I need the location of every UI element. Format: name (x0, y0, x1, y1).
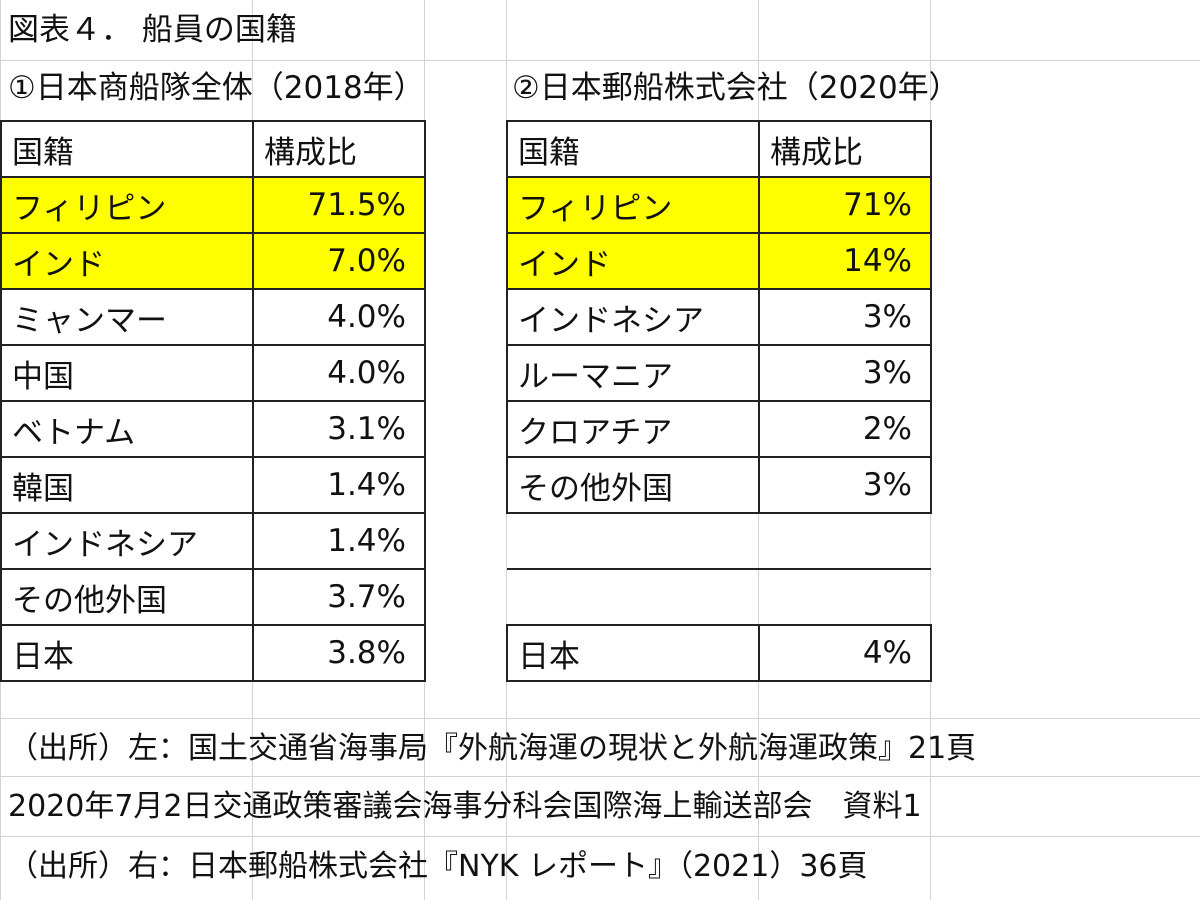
country-cell: インドネシア (0, 512, 254, 570)
table-header-row: 国籍 構成比 (0, 120, 426, 178)
empty-cell (507, 568, 759, 626)
header-cell-share: 構成比 (252, 120, 426, 178)
share-cell: 71.5% (252, 176, 426, 234)
share-cell: 2% (758, 400, 932, 458)
country-cell: ミャンマー (0, 288, 254, 346)
table-row: ルーマニア 3% (506, 344, 932, 402)
country-cell: フィリピン (506, 176, 760, 234)
header-cell-nationality: 国籍 (0, 120, 254, 178)
left-nationality-table: 国籍 構成比 フィリピン 71.5% インド 7.0% ミャンマー 4.0% 中… (0, 120, 426, 682)
table-header-row: 国籍 構成比 (506, 120, 932, 178)
table-row: インドネシア 1.4% (0, 512, 426, 570)
right-nationality-table: 国籍 構成比 フィリピン 71% インド 14% インドネシア 3% ルーマニア… (506, 120, 932, 682)
country-cell: インドネシア (506, 288, 760, 346)
table-row: 韓国 1.4% (0, 456, 426, 514)
blank-row (507, 512, 931, 570)
share-cell: 3.1% (252, 400, 426, 458)
country-cell: その他外国 (0, 568, 254, 626)
source-note-right: （出所）右：日本郵船株式会社『NYK レポート』（2021）36頁 (8, 849, 868, 884)
table-row: フィリピン 71% (506, 176, 932, 234)
country-cell: インド (506, 232, 760, 290)
table-row: 日本 4% (506, 624, 932, 682)
table-row: インド 7.0% (0, 232, 426, 290)
share-cell: 3% (758, 344, 932, 402)
share-cell: 7.0% (252, 232, 426, 290)
country-cell: 韓国 (0, 456, 254, 514)
table-row: その他外国 3.7% (0, 568, 426, 626)
empty-cell (759, 568, 931, 626)
table-row: インド 14% (506, 232, 932, 290)
gridline (0, 776, 1200, 777)
right-table-caption: ②日本郵船株式会社（2020年） (512, 70, 960, 106)
country-cell: その他外国 (506, 456, 760, 514)
country-cell: クロアチア (506, 400, 760, 458)
source-note-meeting: 2020年7月2日交通政策審議会海事分科会国際海上輸送部会 資料1 (8, 789, 922, 824)
header-cell-share: 構成比 (758, 120, 932, 178)
country-cell: フィリピン (0, 176, 254, 234)
table-row: 日本 3.8% (0, 624, 426, 682)
country-cell: ベトナム (0, 400, 254, 458)
share-cell: 3% (758, 288, 932, 346)
page-title: 図表４． 船員の国籍 (8, 12, 297, 48)
blank-row (507, 568, 931, 626)
table-row: 中国 4.0% (0, 344, 426, 402)
share-cell: 4% (758, 624, 932, 682)
country-cell: 日本 (506, 624, 760, 682)
table-row: ベトナム 3.1% (0, 400, 426, 458)
share-cell: 4.0% (252, 344, 426, 402)
country-cell: 中国 (0, 344, 254, 402)
share-cell: 3.7% (252, 568, 426, 626)
gridline (0, 836, 1200, 837)
country-cell: 日本 (0, 624, 254, 682)
header-cell-nationality: 国籍 (506, 120, 760, 178)
table-row: クロアチア 2% (506, 400, 932, 458)
share-cell: 3% (758, 456, 932, 514)
share-cell: 3.8% (252, 624, 426, 682)
table-row: インドネシア 3% (506, 288, 932, 346)
left-table-caption: ①日本商船隊全体（2018年） (8, 70, 425, 106)
share-cell: 71% (758, 176, 932, 234)
empty-cell (507, 512, 759, 570)
table-row: フィリピン 71.5% (0, 176, 426, 234)
empty-cell (759, 512, 931, 570)
share-cell: 1.4% (252, 512, 426, 570)
country-cell: インド (0, 232, 254, 290)
table-row: ミャンマー 4.0% (0, 288, 426, 346)
share-cell: 1.4% (252, 456, 426, 514)
share-cell: 4.0% (252, 288, 426, 346)
share-cell: 14% (758, 232, 932, 290)
gridline (0, 718, 1200, 719)
table-row: その他外国 3% (506, 456, 932, 514)
country-cell: ルーマニア (506, 344, 760, 402)
gridline (0, 60, 1200, 61)
source-note-left: （出所）左：国土交通省海事局『外航海運の現状と外航海運政策』21頁 (8, 731, 977, 766)
